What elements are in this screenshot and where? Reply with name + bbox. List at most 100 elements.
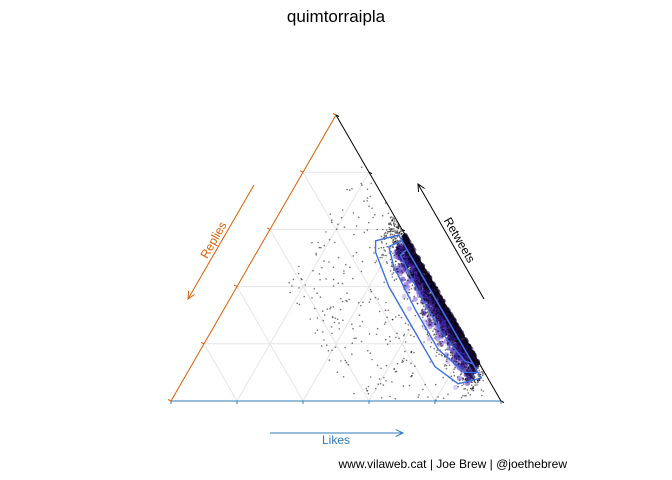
- data-point: [438, 335, 441, 337]
- data-point: [480, 389, 483, 391]
- data-point: [343, 272, 345, 275]
- data-point: [414, 272, 417, 275]
- data-point: [387, 231, 389, 233]
- data-point: [407, 275, 409, 277]
- data-point: [407, 329, 410, 331]
- data-point: [338, 322, 340, 324]
- data-point: [355, 337, 357, 339]
- data-point: [449, 334, 452, 336]
- data-point: [414, 365, 416, 368]
- data-point: [425, 276, 427, 278]
- grid: [203, 171, 469, 402]
- data-point: [367, 221, 370, 224]
- data-point: [424, 271, 426, 274]
- data-point: [358, 314, 361, 317]
- density-contour: [399, 248, 475, 366]
- data-point: [411, 252, 413, 255]
- data-point: [386, 343, 389, 346]
- data-point: [479, 371, 481, 374]
- data-point: [405, 272, 408, 274]
- data-point: [343, 226, 346, 228]
- data-point: [417, 281, 420, 284]
- data-point: [461, 363, 464, 366]
- grid-line: [236, 286, 304, 402]
- data-point: [320, 246, 322, 249]
- data-point: [407, 324, 410, 326]
- data-point: [472, 389, 475, 392]
- data-point: [429, 285, 432, 288]
- data-point: [346, 292, 348, 295]
- data-point: [374, 261, 377, 264]
- data-point: [441, 326, 444, 328]
- retweets-arrow: [417, 183, 485, 300]
- data-point: [369, 298, 372, 301]
- data-point: [413, 351, 415, 354]
- data-point: [441, 340, 444, 343]
- data-point: [414, 314, 417, 317]
- data-point: [315, 254, 318, 256]
- data-point: [426, 333, 429, 336]
- data-point: [392, 269, 395, 272]
- data-point: [477, 367, 479, 370]
- data-point: [388, 223, 390, 225]
- data-point: [448, 315, 451, 317]
- data-point: [400, 249, 403, 251]
- data-point: [451, 352, 454, 354]
- data-point: [383, 323, 386, 325]
- data-point: [396, 235, 399, 238]
- data-point: [447, 331, 450, 333]
- data-point: [439, 340, 441, 343]
- data-point: [332, 285, 335, 287]
- replies-arrow: [187, 184, 255, 300]
- data-point: [423, 297, 426, 300]
- data-point: [443, 325, 446, 328]
- data-point: [396, 226, 399, 229]
- data-point: [455, 358, 458, 360]
- data-point: [401, 248, 404, 251]
- data-point: [425, 320, 427, 322]
- data-point: [401, 361, 403, 364]
- data-point: [351, 187, 353, 190]
- data-point: [376, 327, 379, 330]
- data-point: [449, 351, 452, 354]
- data-point: [441, 305, 444, 308]
- data-point: [389, 222, 392, 224]
- data-point: [371, 358, 373, 361]
- data-point: [389, 395, 391, 398]
- data-point: [422, 288, 425, 291]
- data-point: [406, 298, 409, 300]
- data-point: [412, 254, 414, 257]
- data-point: [444, 308, 446, 310]
- data-point: [393, 221, 395, 223]
- data-point: [453, 322, 456, 324]
- data-point: [366, 188, 369, 191]
- data-point: [391, 233, 394, 236]
- data-point: [463, 341, 466, 344]
- data-point: [424, 286, 427, 289]
- data-point: [414, 269, 417, 272]
- data-point: [353, 392, 355, 395]
- data-point: [343, 270, 345, 272]
- data-point: [397, 270, 399, 273]
- data-point: [405, 254, 407, 256]
- caption: www.vilaweb.cat | Joe Brew | @joethebrew: [337, 457, 567, 471]
- data-point: [469, 376, 472, 378]
- data-point: [395, 237, 397, 240]
- data-point: [360, 340, 363, 343]
- data-point: [402, 254, 405, 256]
- data-point: [383, 376, 385, 379]
- tick: [200, 341, 205, 345]
- data-point: [463, 350, 465, 353]
- data-point: [442, 316, 445, 319]
- data-point: [425, 311, 427, 314]
- data-point: [419, 282, 422, 285]
- data-point: [428, 306, 430, 309]
- density-cell: [406, 306, 413, 312]
- data-point: [351, 323, 353, 326]
- data-point: [410, 351, 413, 353]
- data-point: [447, 322, 449, 325]
- data-point: [326, 308, 329, 311]
- data-point: [469, 363, 472, 366]
- data-point: [391, 318, 394, 321]
- data-point: [462, 368, 464, 370]
